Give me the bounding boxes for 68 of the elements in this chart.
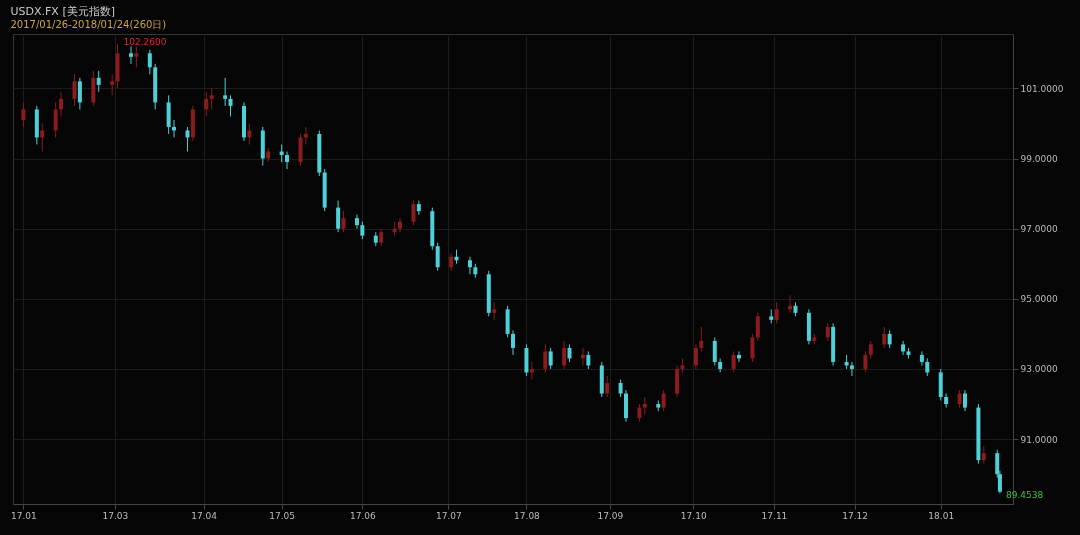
candlestick — [285, 151, 290, 170]
x-tick-label: 17.04 — [191, 510, 218, 521]
candlestick — [849, 361, 854, 377]
x-tick-label: 17.06 — [349, 510, 376, 521]
candlestick — [962, 389, 967, 412]
candlestick — [712, 336, 717, 366]
candlestick — [718, 357, 723, 373]
x-tick-label: 17.08 — [514, 510, 541, 521]
x-tick-label: 17.01 — [11, 510, 37, 521]
candlestick — [134, 45, 139, 68]
candlestick — [882, 326, 887, 349]
candlestick — [223, 77, 228, 107]
candlestick — [731, 350, 736, 373]
y-tick-label: 95.0000 — [1020, 294, 1058, 305]
chart-subtitle: 2017/01/26-2018/01/24(260日) — [10, 19, 167, 30]
candlestick — [110, 73, 115, 96]
x-tick-label: 17.07 — [436, 510, 462, 521]
candlestick — [562, 340, 567, 370]
annotation: 89.4538 — [1005, 490, 1044, 501]
y-tick-label: 91.0000 — [1020, 434, 1058, 445]
candlestick — [411, 200, 416, 226]
y-tick-label: 99.0000 — [1020, 154, 1058, 165]
candlestick — [40, 122, 45, 152]
candlestick — [543, 343, 548, 373]
x-tick-label: 17.05 — [269, 510, 296, 521]
candlestick — [944, 393, 949, 409]
candlestick — [96, 70, 101, 93]
candlestick — [435, 242, 440, 272]
x-tick-label: 18.01 — [928, 510, 955, 521]
y-tick-label: 93.0000 — [1020, 364, 1058, 375]
y-tick-label: 101.0000 — [1020, 83, 1064, 94]
candlestick — [53, 101, 58, 138]
candlestick — [750, 333, 755, 363]
candlestick — [341, 210, 346, 233]
candlestick — [204, 91, 209, 117]
annotation: 102.2600 — [123, 37, 167, 48]
x-tick-label: 17.10 — [680, 510, 707, 521]
x-tick-label: 17.09 — [597, 510, 624, 521]
candlestick — [228, 94, 233, 117]
chart-title: USDX.FX [美元指数] — [10, 5, 115, 18]
candlestick — [901, 340, 906, 356]
candlestick — [467, 256, 472, 275]
candlestick — [185, 126, 190, 152]
candlestick — [336, 200, 341, 233]
x-tick-label: 17.11 — [761, 510, 788, 521]
candlestick — [77, 77, 82, 110]
candlestick — [605, 375, 610, 398]
candlestick — [548, 347, 553, 370]
candlestick — [774, 301, 779, 324]
candlestick — [699, 326, 704, 352]
x-tick-label: 17.12 — [842, 510, 869, 521]
candlestick — [398, 217, 403, 233]
candlestick — [755, 312, 760, 342]
candlestick — [128, 45, 133, 65]
candlestick — [661, 389, 666, 412]
candlestick — [72, 73, 77, 107]
candlestick — [919, 350, 924, 366]
candlestick — [693, 343, 698, 370]
x-tick-label: 17.03 — [102, 510, 129, 521]
candlestick — [21, 101, 26, 128]
y-tick-label: 97.0000 — [1020, 224, 1058, 235]
candlestick — [209, 87, 214, 110]
candlestick — [59, 91, 64, 117]
candlestick — [247, 122, 252, 145]
candlestick — [511, 329, 515, 356]
candlestick — [863, 350, 868, 373]
candlestick — [354, 214, 359, 230]
candlestick — [147, 49, 152, 75]
